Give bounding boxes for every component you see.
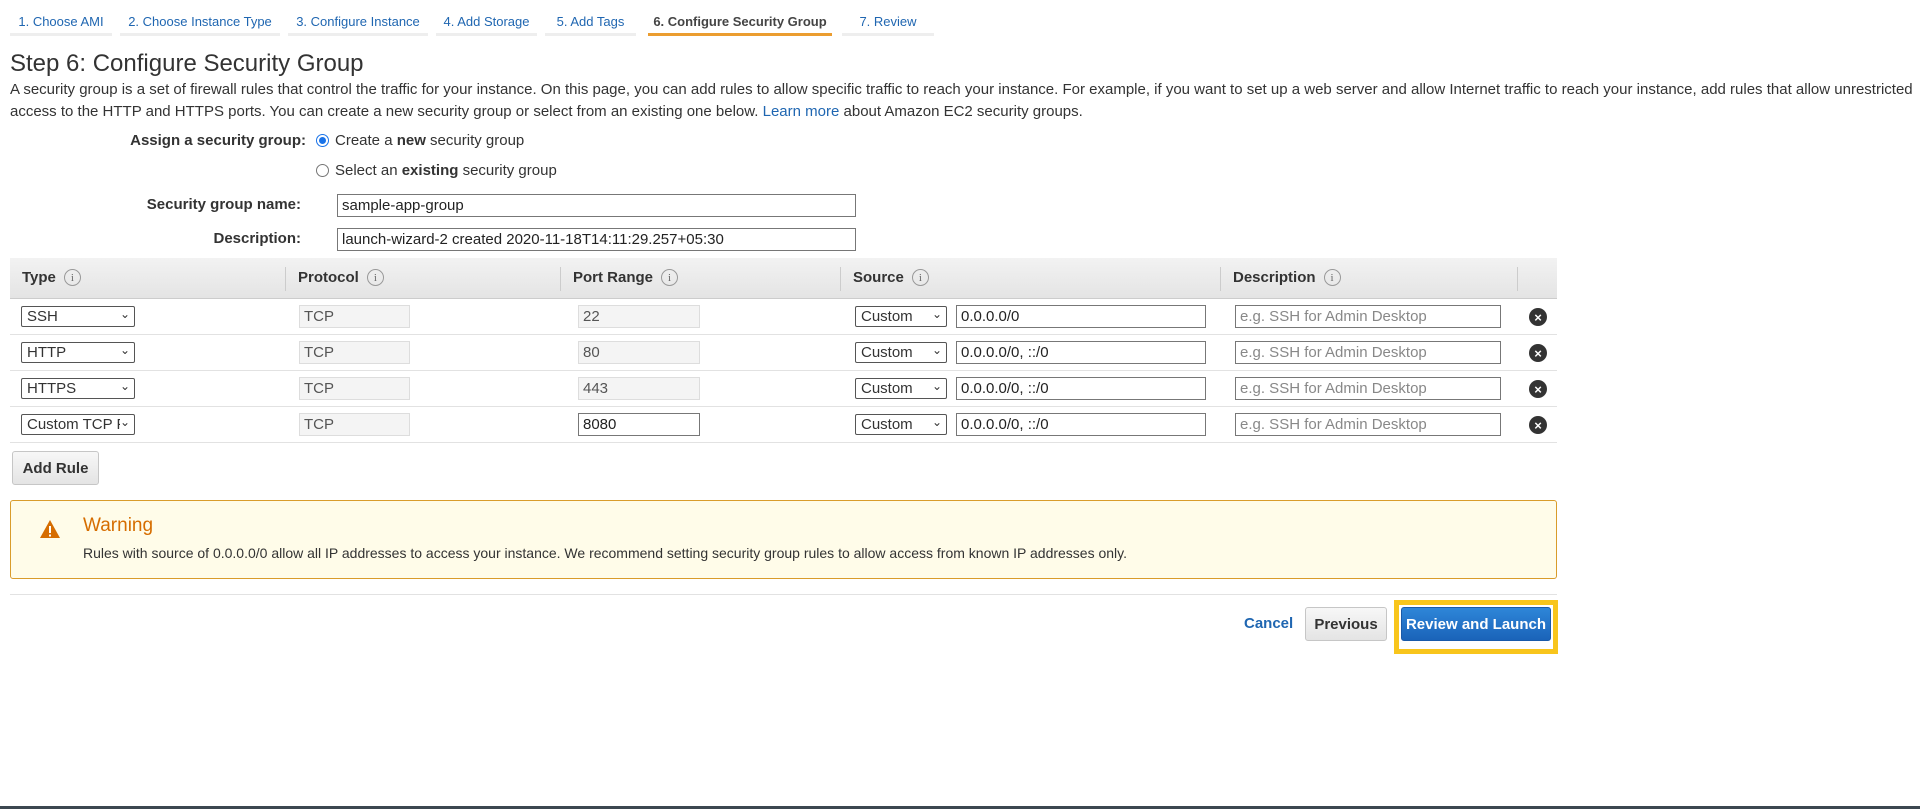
radio-label: Create a new security group bbox=[335, 132, 525, 149]
bottom-bar bbox=[0, 806, 1920, 809]
group-description-label: Description: bbox=[213, 230, 301, 247]
row-divider bbox=[10, 370, 1557, 371]
info-icon[interactable]: i bbox=[366, 269, 384, 286]
tab-choose-ami[interactable]: 1. Choose AMI bbox=[10, 0, 112, 36]
chevron-down-icon: ⌄ bbox=[119, 307, 130, 321]
source-type-select[interactable]: Custom ⌄ bbox=[855, 414, 947, 435]
header-description: Description i bbox=[1233, 269, 1341, 286]
info-icon[interactable]: i bbox=[1323, 269, 1341, 286]
type-select[interactable]: HTTP ⌄ bbox=[21, 342, 135, 363]
radio-label: Select an existing security group bbox=[335, 162, 557, 179]
row-divider bbox=[10, 334, 1557, 335]
radio-selected-icon[interactable] bbox=[316, 134, 329, 147]
chevron-down-icon: ⌄ bbox=[931, 415, 942, 429]
previous-button[interactable]: Previous bbox=[1305, 607, 1387, 641]
protocol-input: TCP bbox=[299, 413, 410, 436]
chevron-down-icon: ⌄ bbox=[119, 415, 130, 429]
chevron-down-icon: ⌄ bbox=[119, 343, 130, 357]
chevron-down-icon: ⌄ bbox=[931, 343, 942, 357]
review-and-launch-button[interactable]: Review and Launch bbox=[1401, 607, 1551, 641]
info-icon[interactable]: i bbox=[911, 269, 929, 286]
protocol-input: TCP bbox=[299, 341, 410, 364]
type-select[interactable]: Custom TCP F ⌄ bbox=[21, 414, 135, 435]
rule-description-input[interactable]: e.g. SSH for Admin Desktop bbox=[1235, 341, 1501, 364]
security-group-form: Assign a security group: Create a new se… bbox=[0, 124, 1920, 808]
learn-more-link[interactable]: Learn more bbox=[762, 103, 840, 120]
group-name-label: Security group name: bbox=[146, 196, 301, 213]
cancel-link[interactable]: Cancel bbox=[1244, 615, 1294, 632]
chevron-down-icon: ⌄ bbox=[119, 379, 130, 393]
tab-review[interactable]: 7. Review bbox=[842, 0, 934, 36]
radio-select-existing[interactable]: Select an existing security group bbox=[316, 162, 557, 179]
row-divider bbox=[10, 406, 1557, 407]
source-type-select[interactable]: Custom ⌄ bbox=[855, 378, 947, 399]
port-range-input: 443 bbox=[578, 377, 700, 400]
protocol-input: TCP bbox=[299, 377, 410, 400]
chevron-down-icon: ⌄ bbox=[931, 307, 942, 321]
security-group-name-input[interactable]: sample-app-group bbox=[337, 194, 856, 217]
add-rule-button[interactable]: Add Rule bbox=[12, 451, 99, 485]
divider bbox=[10, 594, 1557, 595]
page-title: Step 6: Configure Security Group bbox=[10, 50, 364, 77]
security-group-description-input[interactable]: launch-wizard-2 created 2020-11-18T14:11… bbox=[337, 228, 856, 251]
source-input[interactable]: 0.0.0.0/0, ::/0 bbox=[956, 341, 1206, 364]
page-header: 1. Choose AMI 2. Choose Instance Type 3.… bbox=[0, 0, 1920, 79]
header-port-range: Port Range i bbox=[573, 269, 679, 286]
tab-add-tags[interactable]: 5. Add Tags bbox=[545, 0, 636, 36]
source-input[interactable]: 0.0.0.0/0, ::/0 bbox=[956, 413, 1206, 436]
intro-body: A security group is a set of firewall ru… bbox=[10, 81, 1913, 120]
remove-rule-icon[interactable]: × bbox=[1529, 308, 1547, 326]
warning-text: Rules with source of 0.0.0.0/0 allow all… bbox=[83, 545, 1128, 561]
assign-label: Assign a security group: bbox=[130, 132, 306, 149]
chevron-down-icon: ⌄ bbox=[931, 379, 942, 393]
header-type: Type i bbox=[22, 269, 81, 286]
source-input[interactable]: 0.0.0.0/0, ::/0 bbox=[956, 377, 1206, 400]
tab-configure-security-group[interactable]: 6. Configure Security Group bbox=[648, 0, 832, 36]
radio-create-new[interactable]: Create a new security group bbox=[316, 132, 524, 149]
type-select[interactable]: HTTPS ⌄ bbox=[21, 378, 135, 399]
warning-alert: Warning Rules with source of 0.0.0.0/0 a… bbox=[10, 500, 1557, 579]
header-protocol: Protocol i bbox=[298, 269, 384, 286]
source-type-select[interactable]: Custom ⌄ bbox=[855, 306, 947, 327]
rule-description-input[interactable]: e.g. SSH for Admin Desktop bbox=[1235, 413, 1501, 436]
rule-description-input[interactable]: e.g. SSH for Admin Desktop bbox=[1235, 305, 1501, 328]
remove-rule-icon[interactable]: × bbox=[1529, 380, 1547, 398]
tab-add-storage[interactable]: 4. Add Storage bbox=[436, 0, 537, 36]
port-range-input: 80 bbox=[578, 341, 700, 364]
warning-title: Warning bbox=[83, 515, 154, 536]
tab-choose-instance-type[interactable]: 2. Choose Instance Type bbox=[120, 0, 280, 36]
highlight-box bbox=[1394, 600, 1558, 654]
header-source: Source i bbox=[853, 269, 929, 286]
port-range-input: 22 bbox=[578, 305, 700, 328]
remove-rule-icon[interactable]: × bbox=[1529, 416, 1547, 434]
source-input[interactable]: 0.0.0.0/0 bbox=[956, 305, 1206, 328]
radio-unselected-icon[interactable] bbox=[316, 164, 329, 177]
remove-rule-icon[interactable]: × bbox=[1529, 344, 1547, 362]
source-type-select[interactable]: Custom ⌄ bbox=[855, 342, 947, 363]
info-icon[interactable]: i bbox=[63, 269, 81, 286]
protocol-input: TCP bbox=[299, 305, 410, 328]
info-icon[interactable]: i bbox=[661, 269, 679, 286]
intro-text: A security group is a set of firewall ru… bbox=[10, 79, 1915, 124]
warning-icon bbox=[40, 520, 60, 538]
tab-configure-instance[interactable]: 3. Configure Instance bbox=[288, 0, 428, 36]
type-select[interactable]: SSH ⌄ bbox=[21, 306, 135, 327]
row-divider bbox=[10, 442, 1557, 443]
port-range-input[interactable]: 8080 bbox=[578, 413, 700, 436]
rules-table-header: Type i Protocol i Port Range i Source i Desc… bbox=[10, 258, 1557, 299]
rule-description-input[interactable]: e.g. SSH for Admin Desktop bbox=[1235, 377, 1501, 400]
intro-after: about Amazon EC2 security groups. bbox=[843, 103, 1083, 120]
